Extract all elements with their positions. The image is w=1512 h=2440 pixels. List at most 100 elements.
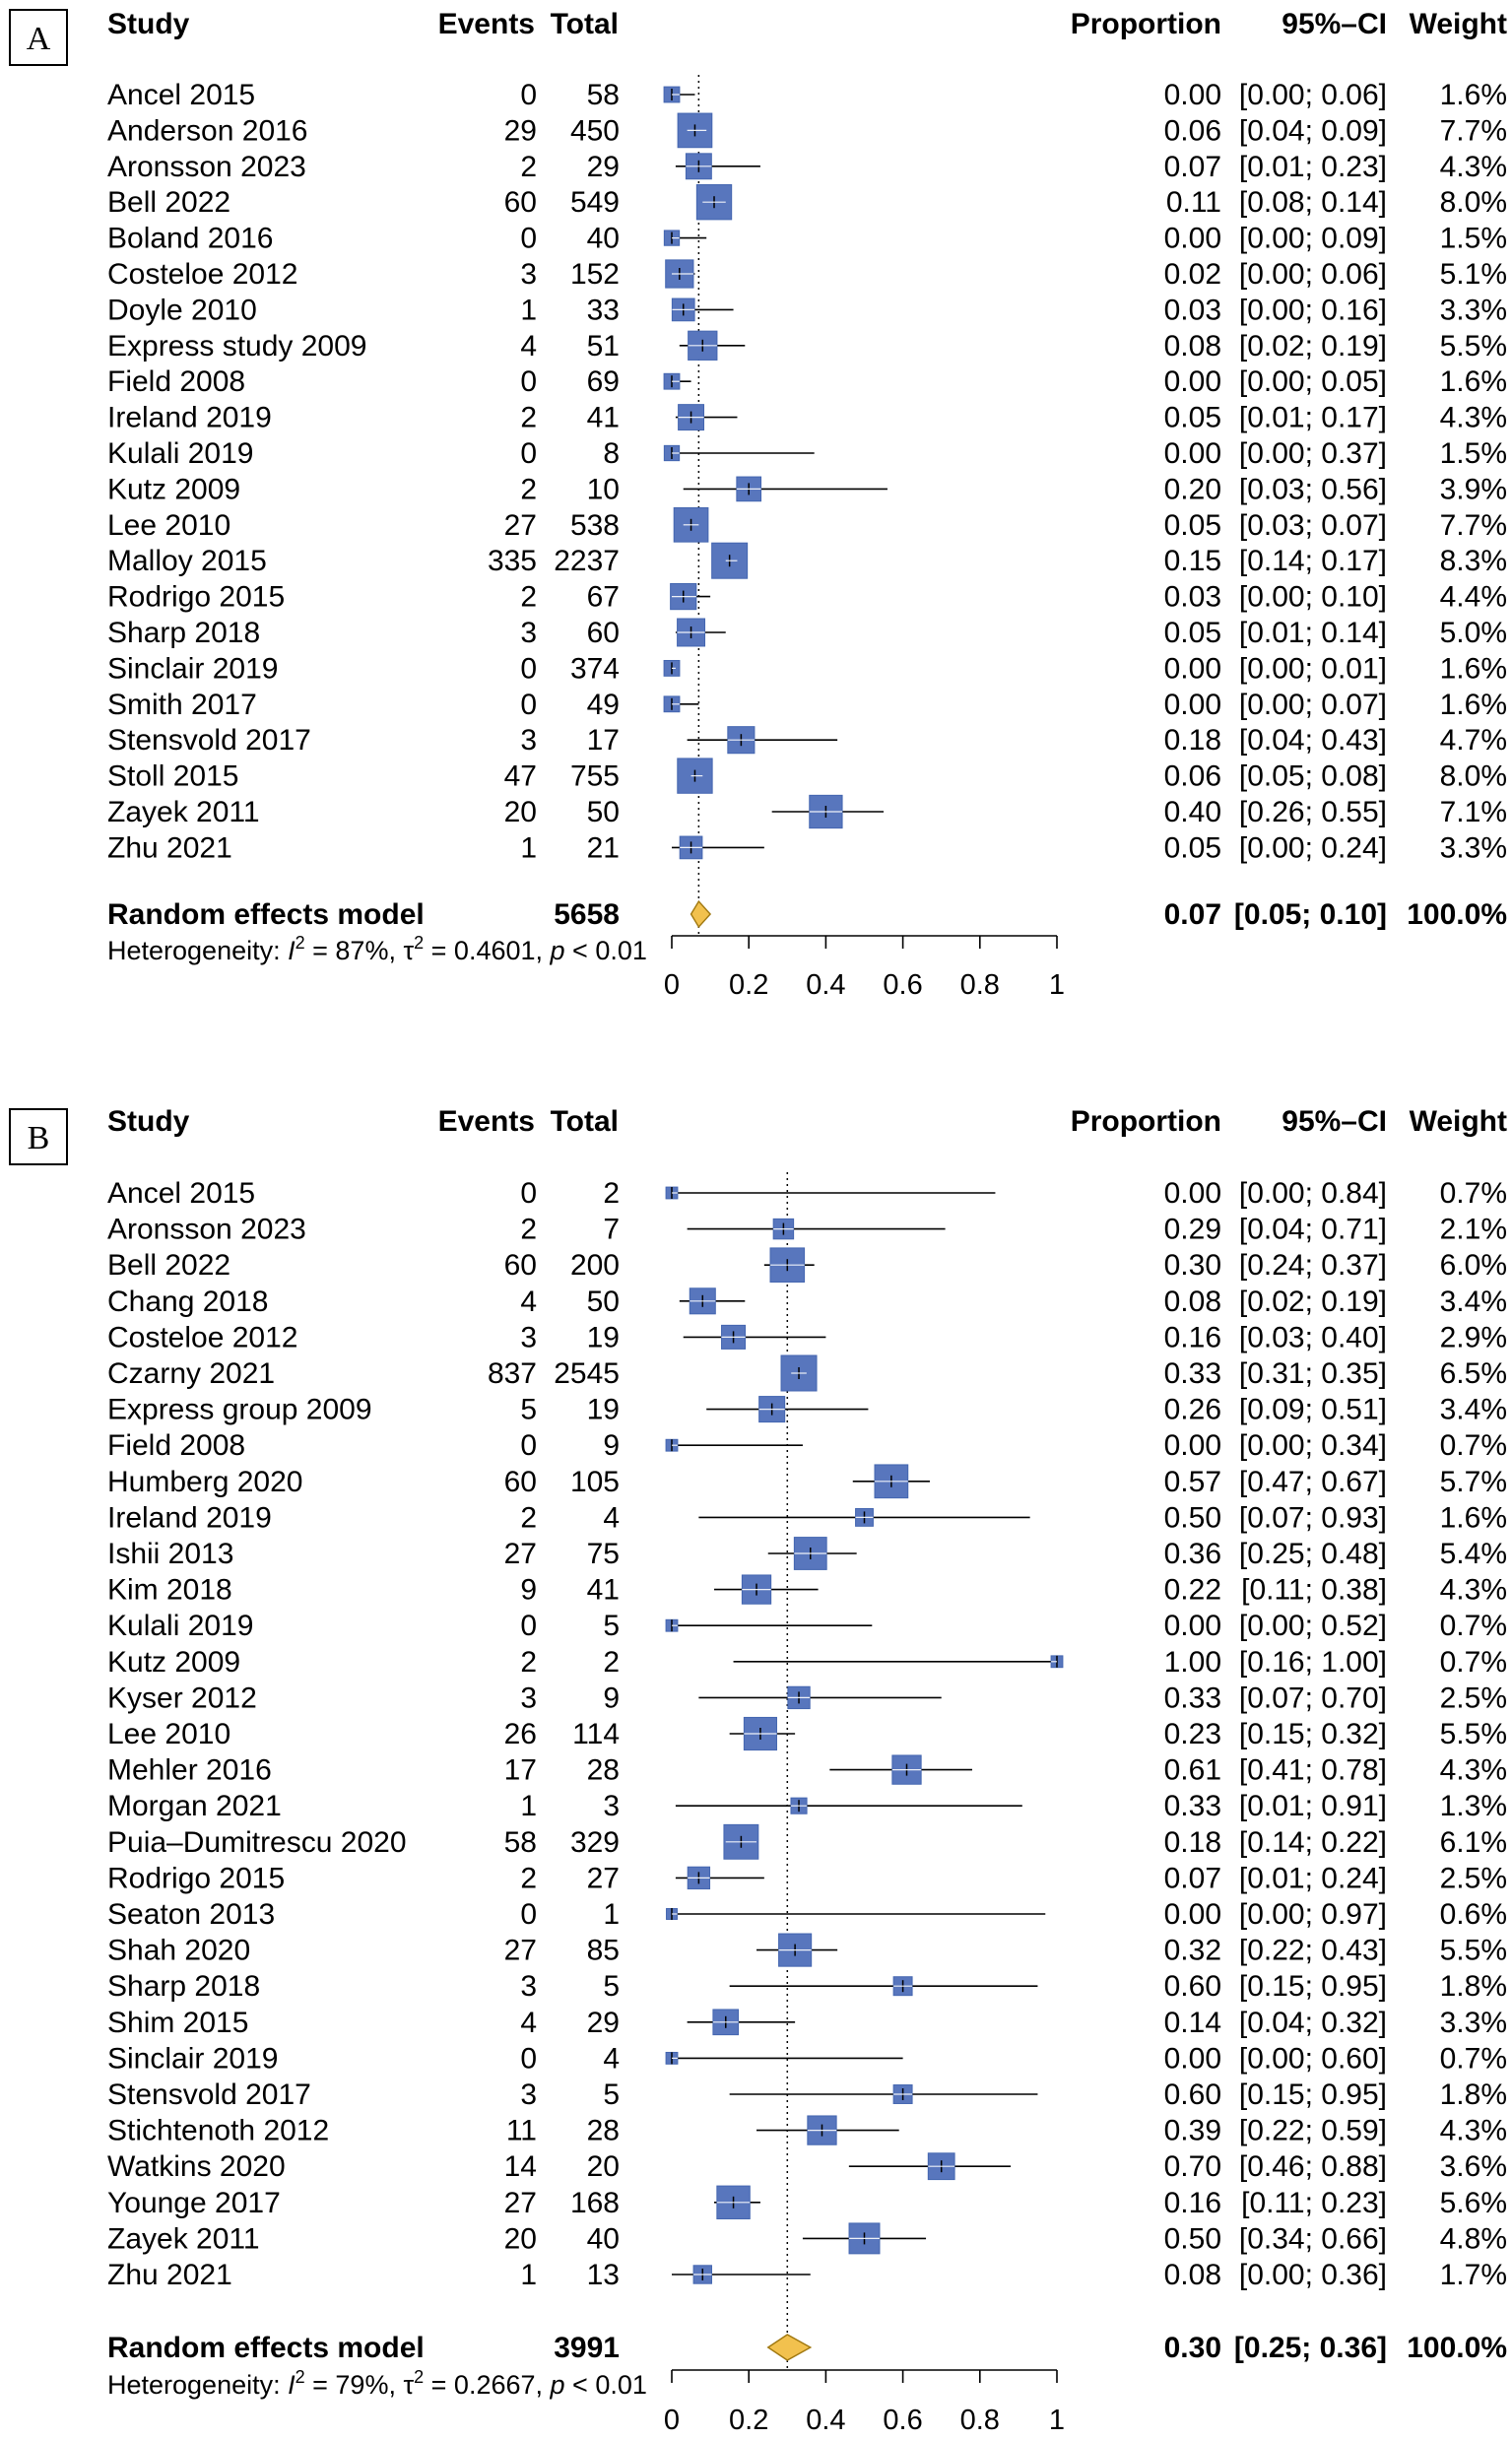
study-total: 50	[587, 1286, 620, 1318]
study-proportion: 0.03	[1164, 294, 1221, 326]
study-events: 26	[504, 1718, 537, 1750]
study-row: Mehler 2016 17 28 0.61 [0.41; 0.78] 4.3%	[107, 1754, 1507, 1787]
study-events: 47	[504, 760, 537, 793]
study-proportion: 0.00	[1164, 1898, 1221, 1931]
study-name: Ishii 2013	[107, 1538, 233, 1570]
i2-superscript: 2	[296, 933, 305, 953]
study-weight: 0.7%	[1440, 1646, 1507, 1679]
study-row: Ireland 2019 2 41 0.05 [0.01; 0.17] 4.3%	[107, 402, 1507, 434]
study-events: 2	[520, 581, 537, 614]
study-name: Ireland 2019	[107, 1501, 272, 1534]
study-proportion: 0.02	[1164, 258, 1221, 291]
study-row: Sinclair 2019 0 374 0.00 [0.00; 0.01] 1.6%	[107, 652, 1507, 685]
study-ci: [0.15; 0.32]	[1239, 1718, 1387, 1750]
study-events: 3	[520, 1682, 537, 1714]
study-weight: 2.5%	[1440, 1862, 1507, 1894]
heterogeneity-prefix: Heterogeneity:	[107, 2370, 288, 2400]
study-weight: 4.4%	[1440, 581, 1507, 614]
study-ci: [0.07; 0.93]	[1239, 1501, 1387, 1534]
study-events: 1	[520, 2259, 537, 2291]
study-name: Ancel 2015	[107, 79, 255, 111]
study-ci: [0.14; 0.22]	[1239, 1826, 1387, 1859]
study-total: 75	[587, 1538, 620, 1570]
study-weight: 1.5%	[1440, 437, 1507, 470]
study-weight: 1.6%	[1440, 365, 1507, 398]
header-ci: 95%–CI	[1282, 8, 1387, 40]
study-row: Lee 2010 26 114 0.23 [0.15; 0.32] 5.5%	[107, 1716, 1507, 1751]
study-proportion: 0.33	[1164, 1682, 1221, 1714]
study-row: Ireland 2019 2 4 0.50 [0.07; 0.93] 1.6%	[107, 1501, 1507, 1534]
study-weight: 3.3%	[1440, 2007, 1507, 2039]
study-proportion: 0.36	[1164, 1538, 1221, 1570]
study-name: Ancel 2015	[107, 1177, 255, 1210]
study-row: Stensvold 2017 3 17 0.18 [0.04; 0.43] 4.7%	[107, 724, 1507, 757]
study-events: 0	[520, 365, 537, 398]
study-events: 2	[520, 1501, 537, 1534]
study-total: 538	[570, 509, 620, 542]
x-axis-tick-label: 0.6	[883, 969, 922, 1001]
study-proportion: 0.32	[1164, 1935, 1221, 1967]
summary-weight: 100.0%	[1407, 2332, 1507, 2364]
study-ci: [0.04; 0.32]	[1239, 2007, 1387, 2039]
study-proportion: 0.00	[1164, 437, 1221, 470]
study-total: 60	[587, 617, 620, 649]
header-events: Events	[438, 1105, 535, 1138]
study-ci: [0.47; 0.67]	[1239, 1466, 1387, 1498]
study-name: Express study 2009	[107, 330, 366, 363]
study-name: Kyser 2012	[107, 1682, 257, 1714]
study-row: Czarny 2021 837 2545 0.33 [0.31; 0.35] 6.5%	[107, 1354, 1507, 1392]
study-ci: [0.00; 0.36]	[1239, 2259, 1387, 2291]
study-weight: 1.8%	[1440, 1970, 1507, 2003]
study-ci: [0.04; 0.09]	[1239, 114, 1387, 147]
study-proportion: 0.08	[1164, 2259, 1221, 2291]
study-events: 0	[520, 1429, 537, 1462]
study-weight: 5.6%	[1440, 2187, 1507, 2219]
study-total: 5	[603, 1610, 620, 1642]
study-weight: 4.8%	[1440, 2222, 1507, 2255]
study-row: Rodrigo 2015 2 27 0.07 [0.01; 0.24] 2.5%	[107, 1862, 1507, 1894]
study-events: 3	[520, 258, 537, 291]
study-proportion: 0.00	[1164, 223, 1221, 255]
study-ci: [0.01; 0.14]	[1239, 617, 1387, 649]
study-events: 2	[520, 1646, 537, 1679]
summary-proportion: 0.07	[1164, 898, 1221, 931]
study-total: 549	[570, 186, 620, 219]
study-proportion: 0.15	[1164, 545, 1221, 577]
study-proportion: 0.22	[1164, 1574, 1221, 1607]
study-total: 374	[570, 652, 620, 685]
study-name: Zayek 2011	[107, 796, 260, 828]
study-ci: [0.09; 0.51]	[1239, 1394, 1387, 1426]
study-proportion: 0.05	[1164, 509, 1221, 542]
study-ci: [0.00; 0.37]	[1239, 437, 1387, 470]
study-total: 755	[570, 760, 620, 793]
study-row: Costeloe 2012 3 19 0.16 [0.03; 0.40] 2.9%	[107, 1321, 1507, 1353]
study-weight: 4.3%	[1440, 151, 1507, 183]
summary-proportion: 0.30	[1164, 2332, 1221, 2364]
panel-letter-box	[9, 1108, 68, 1165]
heterogeneity-text: Heterogeneity: I2 = 87%, τ2 = 0.4601, p …	[107, 933, 647, 965]
study-name: Mehler 2016	[107, 1754, 272, 1787]
study-ci: [0.15; 0.95]	[1239, 2078, 1387, 2111]
study-name: Bell 2022	[107, 1249, 230, 1282]
study-row: Malloy 2015 335 2237 0.15 [0.14; 0.17] 8.3%	[107, 542, 1507, 579]
study-total: 67	[587, 581, 620, 614]
study-events: 1	[520, 831, 537, 864]
study-weight: 3.3%	[1440, 831, 1507, 864]
study-total: 4	[603, 1501, 620, 1534]
study-events: 60	[504, 1249, 537, 1282]
study-total: 114	[572, 1718, 620, 1750]
i2-symbol: I	[288, 936, 296, 965]
header-study: Study	[107, 8, 190, 40]
study-row: Ancel 2015 0 58 0.00 [0.00; 0.06] 1.6%	[107, 79, 1507, 111]
study-total: 3	[603, 1790, 620, 1822]
study-ci: [0.02; 0.19]	[1239, 330, 1387, 363]
x-axis-tick-label: 0.4	[806, 2405, 845, 2436]
study-proportion: 0.57	[1164, 1466, 1221, 1498]
study-events: 0	[520, 2042, 537, 2075]
study-total: 28	[587, 1754, 620, 1787]
study-weight: 0.6%	[1440, 1898, 1507, 1931]
study-weight: 7.7%	[1440, 114, 1507, 147]
study-name: Kutz 2009	[107, 473, 240, 505]
study-weight: 5.5%	[1440, 1935, 1507, 1967]
study-row: Boland 2016 0 40 0.00 [0.00; 0.09] 1.5%	[107, 223, 1507, 255]
